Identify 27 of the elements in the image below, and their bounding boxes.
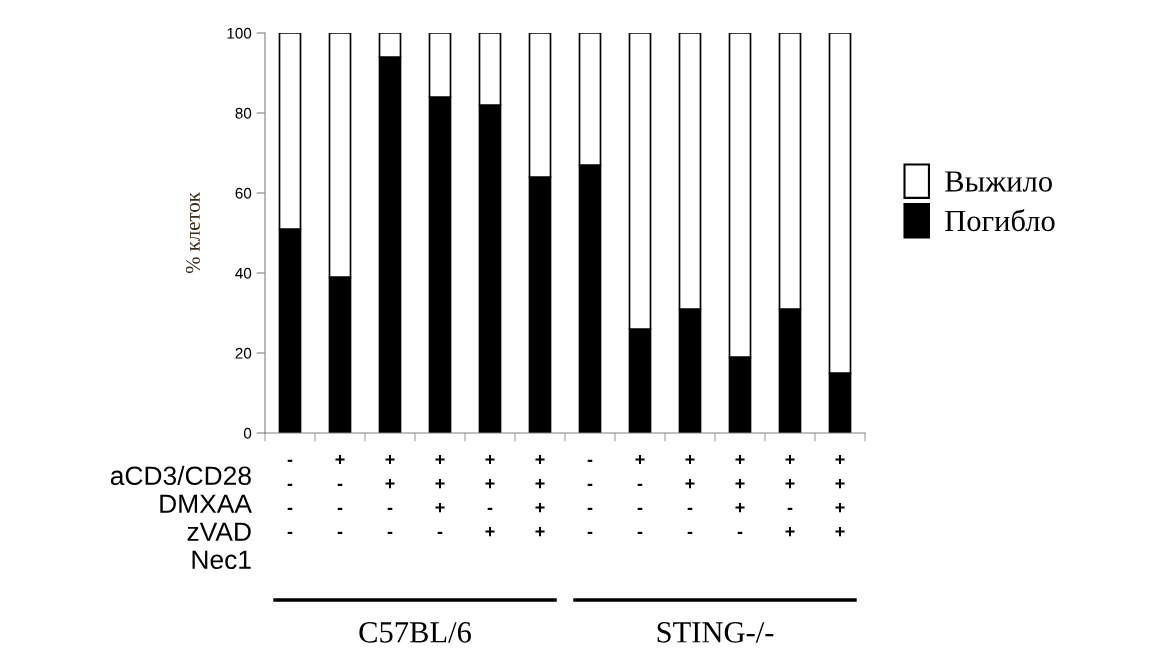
text: C57BL/6 <box>359 622 471 643</box>
x-tick-label: + + + - <box>435 454 445 535</box>
legend-label: Выжило <box>945 171 1052 192</box>
y-tick-label: 0 <box>243 427 252 439</box>
text: zVAD <box>187 522 251 541</box>
text: aCD3/CD28 <box>110 465 251 486</box>
x-tick-label: + + + + <box>535 454 545 537</box>
category-label: + - - - <box>335 454 345 535</box>
x-tick-label: + + - + <box>785 454 795 537</box>
text: DMXAA <box>160 494 252 513</box>
legend-label: Погибло <box>945 209 1055 232</box>
x-tick-label: + + + + <box>835 454 845 537</box>
category-label: + - - - <box>635 454 645 535</box>
y-axis-title: % клеток <box>185 192 200 274</box>
category-label: - - - - <box>287 459 293 535</box>
y-tick-label: 60 <box>235 187 252 199</box>
x-tick-label: + + - + <box>485 454 495 537</box>
category-label: - - - - <box>587 459 593 535</box>
x-tick-label: + + + - <box>735 454 745 535</box>
y-tick-label: 100 <box>227 27 252 39</box>
text: Nec1 <box>192 550 251 570</box>
category-label: + + - - <box>385 454 395 535</box>
y-tick-label: 80 <box>235 107 252 119</box>
y-tick-label: 40 <box>235 267 252 279</box>
category-label: + + - - <box>685 454 695 535</box>
y-tick-label: 20 <box>235 347 252 359</box>
text: STING-/- <box>657 622 774 643</box>
